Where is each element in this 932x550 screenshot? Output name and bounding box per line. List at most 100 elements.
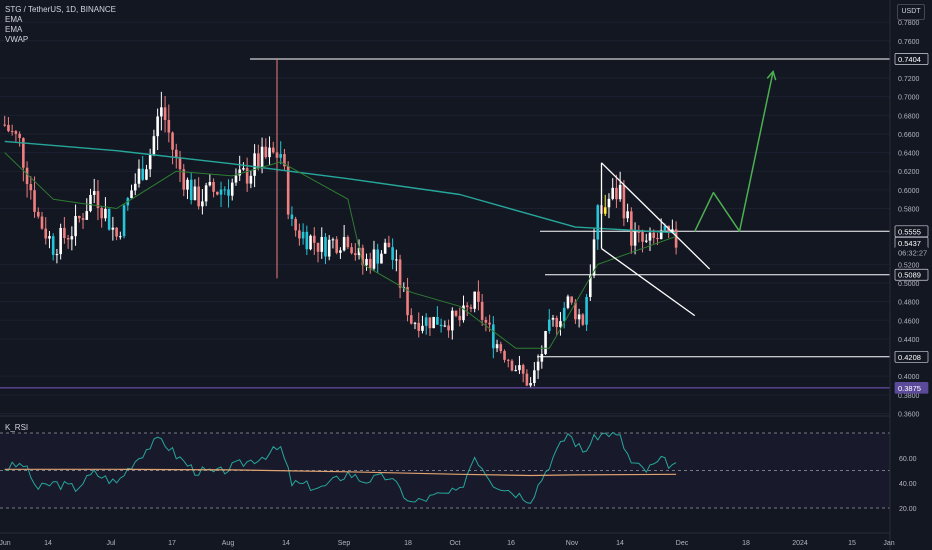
candle-body [163, 107, 167, 121]
candle-body [227, 189, 230, 196]
candle-body [361, 247, 365, 266]
time-tick: Dec [676, 540, 689, 547]
candle-body [29, 183, 33, 191]
time-tick: 15 [848, 540, 856, 547]
time-tick: 14 [616, 540, 624, 547]
candle-body [78, 215, 81, 219]
candle-body [630, 211, 633, 246]
time-tick: 17 [168, 540, 176, 547]
time-tick: Nov [566, 540, 579, 547]
candle-body [622, 184, 626, 219]
candle-body [559, 321, 562, 328]
candle-body [592, 239, 596, 276]
candle-body [36, 211, 40, 217]
candle-body [447, 325, 450, 331]
time-tick: 18 [404, 540, 412, 547]
candle-body [193, 186, 197, 201]
drawings [600, 69, 777, 317]
price-label: 0.5089 [898, 271, 921, 280]
candle-body [290, 214, 294, 219]
candle-body [324, 236, 327, 257]
price-label: 06:32:27 [898, 248, 927, 257]
price-tick: 0.7600 [898, 39, 920, 46]
candle-body [174, 149, 178, 158]
candle-body [544, 331, 547, 355]
candle-body [365, 258, 368, 266]
indicator-ema-2[interactable]: EMA [5, 25, 23, 34]
projection-path [694, 71, 774, 233]
candle-body [436, 316, 439, 325]
candle-body [499, 344, 503, 352]
price-tick: 0.7800 [898, 20, 920, 27]
projection-arrowhead [766, 69, 777, 81]
price-tick: 0.6800 [898, 113, 920, 120]
candle-body [391, 247, 394, 260]
candle-body [398, 259, 402, 288]
candle-body [421, 325, 424, 331]
candle-body [182, 169, 186, 190]
candle-body [480, 301, 484, 320]
indicator-vwap[interactable]: VWAP [5, 35, 29, 44]
candle-body [331, 239, 335, 241]
candle-body [137, 168, 141, 184]
candle-body [208, 181, 212, 186]
price-axis[interactable]: 0.7800 0.7600 0.7200 0.7000 0.6800 0.6600 0.64… [894, 20, 929, 418]
candle-body [488, 322, 491, 325]
candle-body [279, 154, 283, 158]
candle-body [122, 205, 126, 237]
candle-body [368, 258, 372, 269]
candle-body [44, 228, 48, 239]
candle-body [316, 242, 320, 252]
candle-body [14, 131, 18, 134]
candle-body [432, 316, 435, 329]
candle-body [201, 201, 204, 207]
price-label: 0.3875 [898, 384, 921, 393]
currency-button[interactable]: USDT [897, 4, 925, 20]
candle-body [294, 218, 297, 231]
candle-body [197, 186, 200, 207]
indicator-ema-1[interactable]: EMA [5, 15, 23, 24]
candle-body [547, 319, 551, 332]
candle-body [253, 153, 256, 176]
candle-body [454, 310, 458, 316]
candle-body [477, 291, 480, 302]
candle-body [555, 317, 559, 328]
candle-body [22, 138, 25, 168]
chart-legend: STG / TetherUS, 1D, BINANCE EMA EMA VWAP [5, 5, 116, 45]
time-tick: 2024 [792, 540, 808, 547]
candle-body [141, 168, 145, 180]
rsi-tick: 60.00 [899, 456, 917, 463]
candle-body [451, 310, 454, 331]
candle-body [372, 249, 376, 269]
price-tick: 0.4800 [898, 300, 920, 307]
main-grid [0, 21, 890, 414]
price-label: 0.4208 [898, 353, 921, 362]
symbol-title[interactable]: STG / TetherUS, 1D, BINANCE [5, 5, 116, 14]
candle-body [51, 236, 55, 255]
price-tick: 0.7200 [898, 76, 920, 83]
candle-body [342, 237, 346, 251]
candle-body [286, 166, 290, 215]
candle-body [581, 314, 585, 325]
candle-body [33, 190, 36, 212]
candle-body [615, 187, 618, 200]
candle-body [92, 191, 96, 195]
candle-body [503, 351, 506, 360]
candle-body [189, 179, 193, 201]
candle-body [462, 305, 465, 321]
rsi-indicator-label[interactable]: K_RSI [5, 423, 29, 432]
candle-body [443, 325, 447, 327]
time-axis[interactable]: Jun 14 Jul 17 Aug 14 Sep 18 Oct 16 Nov 14 Dec 18 2024 1… [0, 540, 895, 547]
price-tick: 0.4400 [898, 337, 920, 344]
candle-body [495, 344, 499, 349]
candle-body [111, 227, 115, 230]
candle-body [566, 296, 570, 308]
candle-body [3, 124, 6, 126]
candle-body [637, 231, 641, 233]
price-tick: 0.3800 [898, 393, 920, 400]
price-label-box [894, 350, 929, 363]
rsi-pane [0, 431, 890, 509]
candle-body [85, 211, 89, 220]
candle-body [249, 175, 253, 184]
